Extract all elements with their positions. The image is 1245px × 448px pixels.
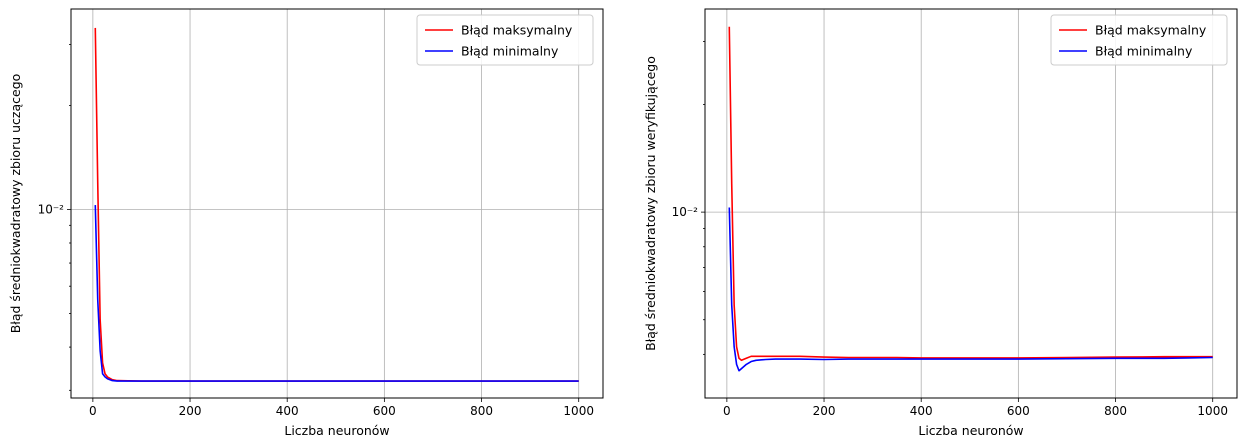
axes-frame [70,8,604,399]
x-tick-label: 600 [373,404,396,418]
x-tick-label: 800 [1104,404,1127,418]
axes-frame [704,8,1238,399]
x-tick-label: 1000 [1197,404,1228,418]
x-tick-label: 400 [276,404,299,418]
chart-panel-1: 0 200 400 600 800 1000 10⁻² Liczba neuronów Błąd… [8,8,604,438]
x-tick-label: 0 [89,404,97,418]
x-tick-label: 800 [470,404,493,418]
legend-label-min: Błąd minimalny [1095,44,1193,59]
legend-label-max: Błąd maksymalny [461,23,573,38]
y-tick-label: 10⁻² [38,202,65,216]
series-line-max [728,26,1213,362]
legend: Błąd maksymalny Błąd minimalny [416,14,594,66]
y-axis-label: Błąd średniokwadratowy zbioru weryfikują… [643,56,658,351]
series-line-min [94,205,579,382]
x-axis-label: Liczba neuronów [284,423,389,438]
legend: Błąd maksymalny Błąd minimalny [1050,14,1228,66]
y-tick-label: 10⁻² [672,205,699,219]
x-tick-label: 200 [813,404,836,418]
x-axis-label: Liczba neuronów [918,423,1023,438]
x-tick-label: 1000 [563,404,594,418]
legend-box [1050,14,1228,66]
x-tick-label: 400 [910,404,933,418]
legend-label-max: Błąd maksymalny [1095,23,1207,38]
series-line-min [728,207,1213,372]
y-axis-label: Błąd średniokwadratowy zbioru uczącego [8,74,23,334]
series-line-max [94,27,579,382]
legend-label-min: Błąd minimalny [461,44,559,59]
legend-box [416,14,594,66]
x-tick-label: 0 [723,404,731,418]
x-tick-label: 200 [179,404,202,418]
chart-panel-2: 0 200 400 600 800 1000 10⁻² Liczba neuronów Błąd… [643,8,1238,438]
x-tick-label: 600 [1007,404,1030,418]
